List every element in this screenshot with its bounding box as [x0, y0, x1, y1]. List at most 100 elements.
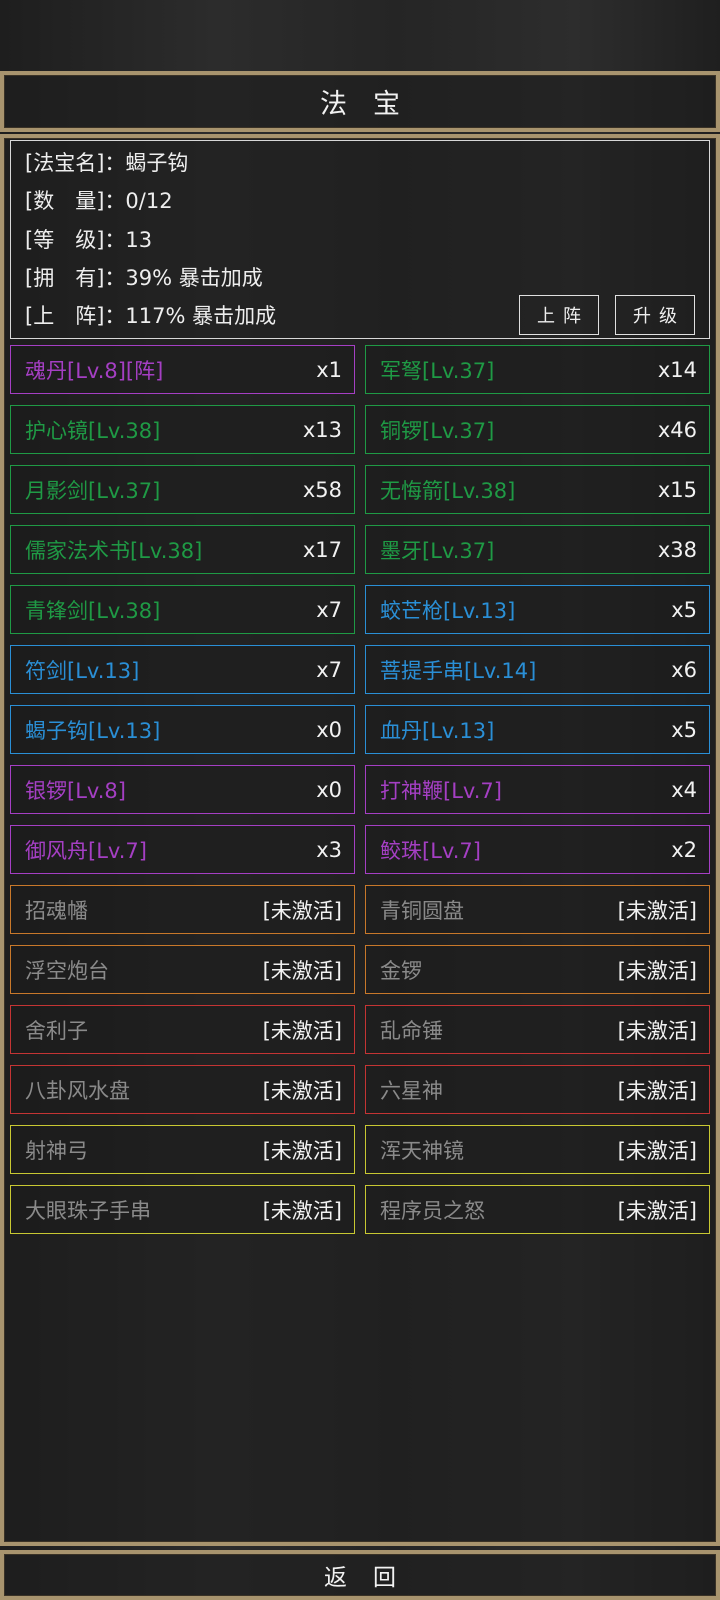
treasure-item-name: 八卦风水盘	[25, 1078, 130, 1103]
treasure-item[interactable]: 菩提手串[Lv.14] x6	[365, 645, 710, 694]
treasure-item-count: x3	[316, 837, 342, 862]
treasure-item[interactable]: 大眼珠子手串 [未激活]	[10, 1185, 355, 1234]
treasure-item-name: 射神弓	[25, 1138, 88, 1163]
treasure-item-name: 招魂幡	[25, 898, 88, 923]
treasure-item-status: [未激活]	[262, 1078, 342, 1103]
treasure-item-count: x7	[316, 597, 342, 622]
detail-value: 117% 暴击加成	[125, 304, 277, 328]
treasure-item[interactable]: 招魂幡 [未激活]	[10, 885, 355, 934]
detail-deployed-bonus: [上 阵]：117% 暴击加成	[25, 300, 276, 330]
treasure-item-name: 儒家法术书[Lv.38]	[25, 538, 203, 563]
treasure-item-name: 护心镜[Lv.38]	[25, 418, 161, 443]
treasure-item[interactable]: 墨牙[Lv.37] x38	[365, 525, 710, 574]
treasure-item[interactable]: 鲛珠[Lv.7] x2	[365, 825, 710, 874]
treasure-item-name: 青铜圆盘	[380, 898, 464, 923]
deploy-button[interactable]: 上阵	[519, 295, 599, 335]
treasure-item[interactable]: 浑天神镜 [未激活]	[365, 1125, 710, 1174]
treasure-item-name: 月影剑[Lv.37]	[25, 478, 161, 503]
treasure-item-name: 银锣[Lv.8]	[25, 778, 126, 803]
treasure-item[interactable]: 金锣 [未激活]	[365, 945, 710, 994]
treasure-item[interactable]: 铜锣[Lv.37] x46	[365, 405, 710, 454]
treasure-item-name: 铜锣[Lv.37]	[380, 418, 495, 443]
treasure-item-count: x5	[671, 717, 697, 742]
detail-quantity: [数 量]：0/12	[25, 185, 173, 215]
back-button[interactable]: 返回	[0, 1550, 720, 1600]
treasure-item[interactable]: 蛟芒枪[Lv.13] x5	[365, 585, 710, 634]
treasure-item[interactable]: 儒家法术书[Lv.38] x17	[10, 525, 355, 574]
treasure-item[interactable]: 程序员之怒 [未激活]	[365, 1185, 710, 1234]
treasure-item-count: x46	[657, 417, 697, 442]
detail-value: 13	[125, 228, 153, 252]
detail-name: [法宝名]：蝎子钩	[25, 147, 188, 177]
treasure-item-name: 鲛珠[Lv.7]	[380, 838, 481, 863]
upgrade-button[interactable]: 升级	[615, 295, 695, 335]
treasure-item[interactable]: 军弩[Lv.37] x14	[365, 345, 710, 394]
treasure-item-name: 打神鞭[Lv.7]	[380, 778, 502, 803]
treasure-item-name: 大眼珠子手串	[25, 1198, 151, 1223]
treasure-panel	[0, 134, 720, 1546]
detail-value: 0/12	[125, 189, 173, 213]
treasure-item-count: x5	[671, 597, 697, 622]
treasure-item-status: [未激活]	[617, 1138, 697, 1163]
detail-value: 39% 暴击加成	[125, 266, 263, 290]
treasure-item-name: 蝎子钩[Lv.13]	[25, 718, 161, 743]
treasure-item[interactable]: 魂丹[Lv.8][阵] x1	[10, 345, 355, 394]
treasure-item[interactable]: 六星神 [未激活]	[365, 1065, 710, 1114]
treasure-detail-box: [法宝名]：蝎子钩 [数 量]：0/12 [等 级]：13 [拥 有]：39% …	[10, 140, 710, 339]
treasure-item-name: 舍利子	[25, 1018, 88, 1043]
treasure-item-name: 魂丹[Lv.8][阵]	[25, 358, 164, 383]
treasure-item-name: 程序员之怒	[380, 1198, 485, 1223]
treasure-item-name: 浑天神镜	[380, 1138, 464, 1163]
treasure-item[interactable]: 蝎子钩[Lv.13] x0	[10, 705, 355, 754]
treasure-item-name: 六星神	[380, 1078, 443, 1103]
treasure-item-name: 军弩[Lv.37]	[380, 358, 495, 383]
treasure-item-status: [未激活]	[262, 1018, 342, 1043]
treasure-item[interactable]: 银锣[Lv.8] x0	[10, 765, 355, 814]
page-title: 法宝	[0, 71, 720, 132]
treasure-item[interactable]: 浮空炮台 [未激活]	[10, 945, 355, 994]
treasure-item-status: [未激活]	[262, 1138, 342, 1163]
treasure-item-count: x13	[302, 417, 342, 442]
treasure-item[interactable]: 八卦风水盘 [未激活]	[10, 1065, 355, 1114]
treasure-item-name: 御风舟[Lv.7]	[25, 838, 147, 863]
treasure-item[interactable]: 血丹[Lv.13] x5	[365, 705, 710, 754]
treasure-item-name: 金锣	[380, 958, 422, 983]
treasure-item-count: x2	[671, 837, 697, 862]
treasure-item[interactable]: 舍利子 [未激活]	[10, 1005, 355, 1054]
treasure-item[interactable]: 青铜圆盘 [未激活]	[365, 885, 710, 934]
treasure-item-name: 血丹[Lv.13]	[380, 718, 495, 743]
treasure-item[interactable]: 月影剑[Lv.37] x58	[10, 465, 355, 514]
treasure-item-name: 符剑[Lv.13]	[25, 658, 140, 683]
treasure-item-status: [未激活]	[617, 958, 697, 983]
detail-label: [上 阵]：	[25, 304, 126, 328]
treasure-item-status: [未激活]	[262, 1198, 342, 1223]
detail-label: [等 级]：	[25, 228, 126, 252]
treasure-item-count: x14	[657, 357, 697, 382]
treasure-item-count: x1	[316, 357, 342, 382]
treasure-item-status: [未激活]	[617, 1018, 697, 1043]
treasure-item[interactable]: 射神弓 [未激活]	[10, 1125, 355, 1174]
treasure-item-count: x38	[657, 537, 697, 562]
treasure-item-name: 青锋剑[Lv.38]	[25, 598, 161, 623]
treasure-item[interactable]: 乱命锤 [未激活]	[365, 1005, 710, 1054]
treasure-item-count: x7	[316, 657, 342, 682]
treasure-item-count: x17	[302, 537, 342, 562]
treasure-item[interactable]: 青锋剑[Lv.38] x7	[10, 585, 355, 634]
detail-level: [等 级]：13	[25, 224, 152, 254]
treasure-item[interactable]: 护心镜[Lv.38] x13	[10, 405, 355, 454]
treasure-item-name: 菩提手串[Lv.14]	[380, 658, 537, 683]
treasure-item-status: [未激活]	[617, 1198, 697, 1223]
treasure-item[interactable]: 打神鞭[Lv.7] x4	[365, 765, 710, 814]
treasure-item-count: x0	[316, 777, 342, 802]
treasure-item[interactable]: 无悔箭[Lv.38] x15	[365, 465, 710, 514]
treasure-item[interactable]: 御风舟[Lv.7] x3	[10, 825, 355, 874]
treasure-item-count: x58	[302, 477, 342, 502]
treasure-item-count: x0	[316, 717, 342, 742]
treasure-item-count: x4	[671, 777, 697, 802]
treasure-item-name: 蛟芒枪[Lv.13]	[380, 598, 516, 623]
detail-label: [拥 有]：	[25, 266, 126, 290]
treasure-item-name: 墨牙[Lv.37]	[380, 538, 495, 563]
treasure-item[interactable]: 符剑[Lv.13] x7	[10, 645, 355, 694]
detail-value: 蝎子钩	[125, 151, 189, 175]
detail-owned-bonus: [拥 有]：39% 暴击加成	[25, 262, 263, 292]
